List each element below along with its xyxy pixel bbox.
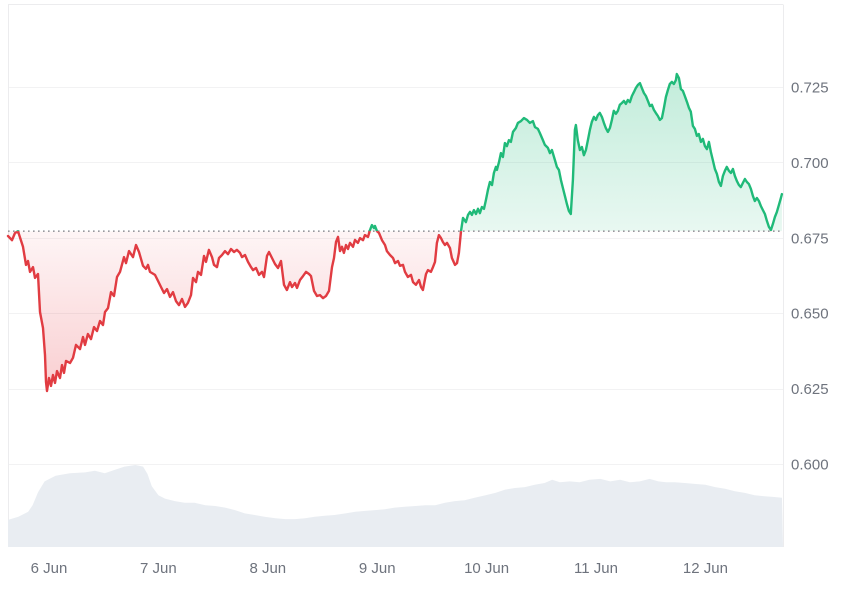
y-axis-tick-label: 0.650 [791, 306, 829, 323]
y-axis-labels: 0.725 0.700 0.675 0.650 0.625 0.600 [791, 80, 829, 474]
x-axis-tick-label: 6 Jun [31, 560, 68, 577]
price-line-up [15, 72, 784, 232]
y-axis-tick-label: 0.700 [791, 155, 829, 172]
x-axis-tick-label: 10 Jun [464, 560, 509, 577]
y-axis-tick-label: 0.625 [791, 381, 829, 398]
price-line-down [6, 231, 772, 393]
x-axis-tick-label: 11 Jun [574, 560, 618, 577]
y-axis-tick-label: 0.600 [791, 457, 829, 474]
x-axis-tick-label: 8 Jun [249, 560, 286, 577]
x-axis-tick-label: 7 Jun [140, 560, 177, 577]
x-axis-tick-label: 12 Jun [683, 560, 728, 577]
x-axis-labels: 6 Jun 7 Jun 8 Jun 9 Jun 10 Jun 11 Jun 12 Jun [31, 560, 728, 577]
volume-area [8, 465, 783, 547]
x-axis-tick-label: 9 Jun [359, 560, 396, 577]
price-area-up [369, 74, 782, 232]
y-axis-tick-label: 0.675 [791, 230, 829, 247]
y-axis-tick-label: 0.725 [791, 80, 829, 97]
gridlines [8, 4, 784, 547]
